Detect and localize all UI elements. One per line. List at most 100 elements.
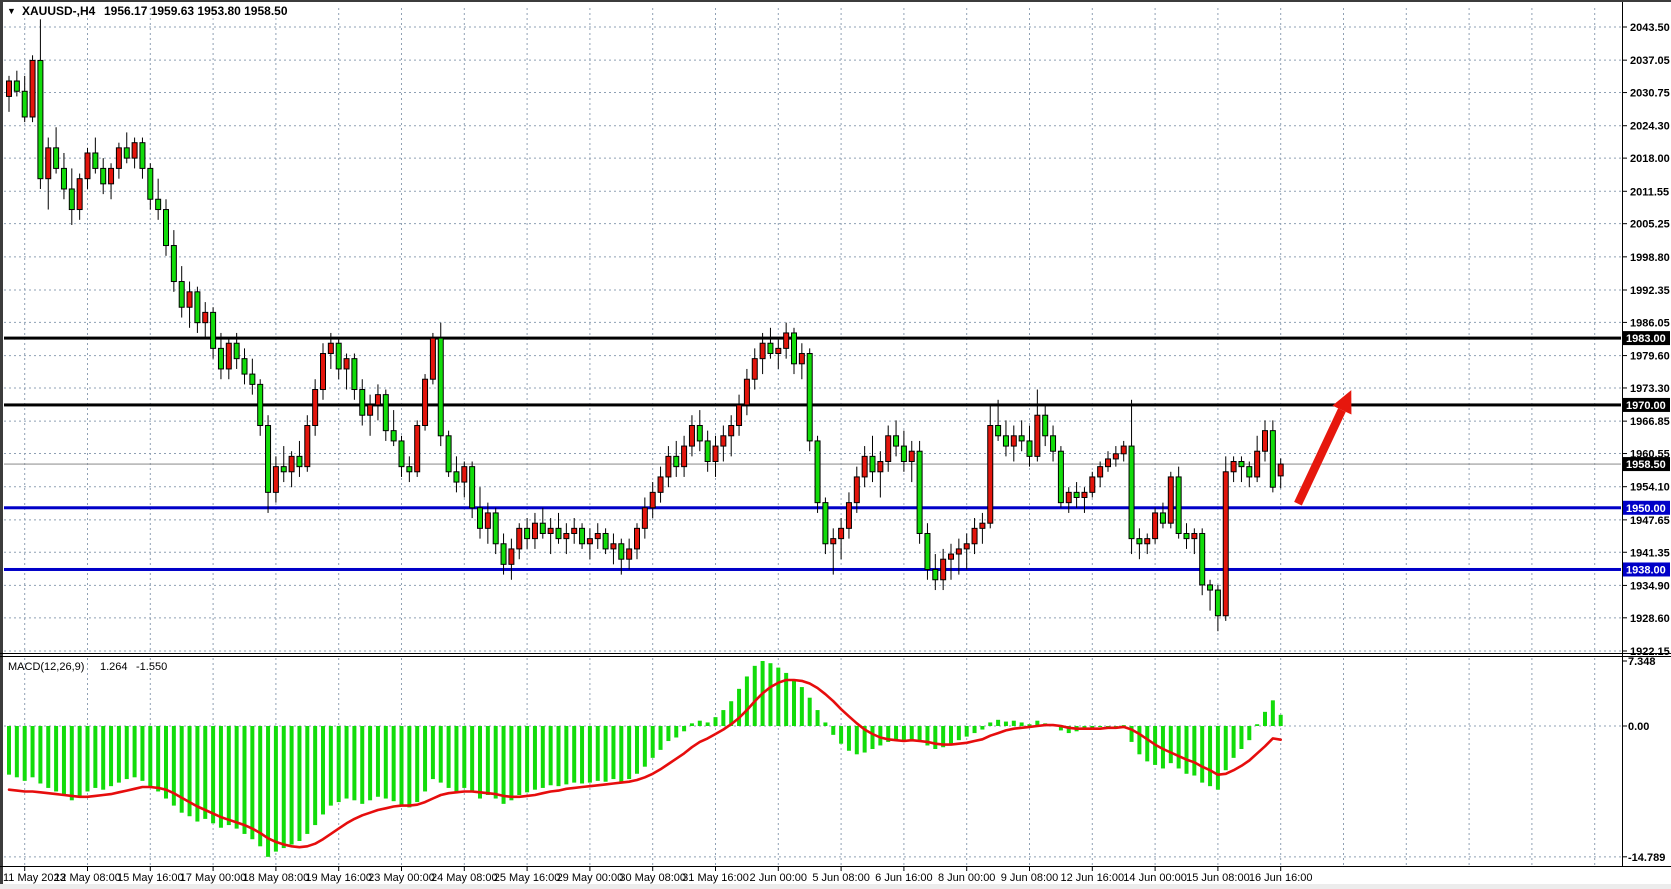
macd-histogram-bar	[493, 726, 498, 799]
candle	[1199, 528, 1206, 596]
candle-body	[1105, 458, 1111, 468]
candle	[1120, 440, 1127, 462]
candle	[249, 358, 256, 395]
price-line-badge	[1623, 397, 1670, 412]
candle-body	[908, 450, 915, 462]
candle-body	[688, 425, 695, 447]
candle-body	[877, 460, 884, 473]
candle-body	[280, 466, 287, 473]
candle-body	[1191, 532, 1198, 540]
macd-histogram-bar	[1168, 726, 1173, 764]
candle	[320, 343, 326, 400]
candle-body	[1159, 512, 1166, 524]
candle-body	[249, 373, 256, 385]
candle-wick	[1193, 528, 1195, 555]
candle	[524, 518, 531, 549]
candle	[1152, 507, 1159, 544]
candle	[194, 286, 201, 333]
candle-wick	[283, 446, 285, 483]
macd-histogram-bar	[901, 726, 906, 742]
macd-histogram-bar	[595, 726, 600, 781]
candle-body	[900, 445, 907, 462]
candle	[516, 523, 523, 560]
candle-body	[257, 383, 264, 427]
candle-body	[296, 455, 303, 468]
candle-body	[1002, 435, 1009, 447]
macd-histogram-bar	[140, 726, 145, 781]
candle-body	[602, 532, 609, 550]
macd-histogram-bar	[85, 726, 90, 792]
macd-histogram-bar	[1239, 726, 1244, 749]
candle-body	[1026, 440, 1033, 457]
candle	[21, 75, 28, 123]
candle-body	[751, 358, 758, 380]
macd-histogram-bar	[289, 726, 294, 845]
macd-histogram-bar	[1027, 724, 1032, 726]
candle	[1144, 533, 1151, 555]
macd-histogram-bar	[14, 726, 19, 778]
candle-body	[429, 337, 436, 380]
macd-histogram-bar	[517, 726, 522, 795]
price-level-line[interactable]	[4, 567, 1621, 571]
candle	[963, 533, 970, 570]
macd-histogram-bar	[627, 726, 632, 780]
macd-histogram-bar	[242, 726, 247, 834]
candle-body	[618, 543, 625, 560]
candle-body	[1136, 538, 1143, 545]
candle-body	[539, 522, 546, 534]
macd-histogram-bar	[587, 726, 592, 783]
macd-histogram-bar	[470, 726, 475, 793]
candle-body	[1120, 445, 1127, 455]
candle-body	[123, 147, 130, 159]
macd-histogram-bar	[218, 726, 223, 828]
price-line-badge	[1623, 500, 1670, 515]
candle	[508, 538, 515, 580]
candle	[53, 127, 60, 174]
candle	[1254, 435, 1261, 483]
price-level-line[interactable]	[4, 336, 1621, 340]
macd-histogram-bar	[179, 726, 184, 813]
candle-body	[657, 476, 664, 493]
trend-arrow[interactable]	[1294, 390, 1352, 506]
candle	[610, 533, 617, 565]
candle-body	[265, 425, 272, 493]
time-tick-label: 12 Jun 16:00	[1060, 872, 1124, 884]
macd-histogram-bar	[297, 726, 302, 841]
price-level-line[interactable]	[4, 506, 1621, 510]
candle-body	[414, 425, 421, 473]
candle-body	[1128, 445, 1135, 540]
macd-histogram-bar	[273, 726, 278, 852]
macd-pane[interactable]	[4, 660, 1621, 858]
candle	[594, 523, 601, 549]
price-tick-label: 1986.05	[1630, 317, 1670, 329]
candle-body	[704, 440, 711, 462]
macd-histogram-bar	[776, 667, 781, 726]
candle-body	[351, 358, 358, 391]
candle	[877, 451, 884, 498]
candle	[814, 435, 821, 513]
symbol-dropdown-icon[interactable]: ▼	[7, 6, 16, 16]
candle	[531, 512, 538, 549]
candle	[1073, 482, 1080, 508]
candle	[728, 415, 735, 457]
trend-arrow-shaft[interactable]	[1294, 408, 1346, 506]
trend-arrow-head[interactable]	[1332, 390, 1352, 415]
candle-body	[665, 455, 672, 478]
macd-histogram-bar	[109, 726, 114, 787]
macd-histogram-bar	[1003, 721, 1008, 726]
macd-histogram-bar	[886, 726, 891, 742]
price-tick-label: 2043.50	[1630, 22, 1670, 34]
price-axis[interactable]: 2043.50 2037.05 2030.75 2024.30 2018.00 2011.…	[1622, 22, 1670, 864]
macd-histogram-bar	[980, 726, 985, 730]
candle	[1081, 487, 1088, 513]
candle-body	[948, 553, 954, 560]
candle	[688, 415, 695, 457]
macd-histogram-bar	[909, 726, 914, 740]
candle-body	[131, 142, 138, 159]
macd-histogram-bar	[132, 726, 137, 778]
candle	[414, 420, 421, 477]
candle-body	[767, 342, 774, 355]
candle	[1057, 446, 1064, 508]
